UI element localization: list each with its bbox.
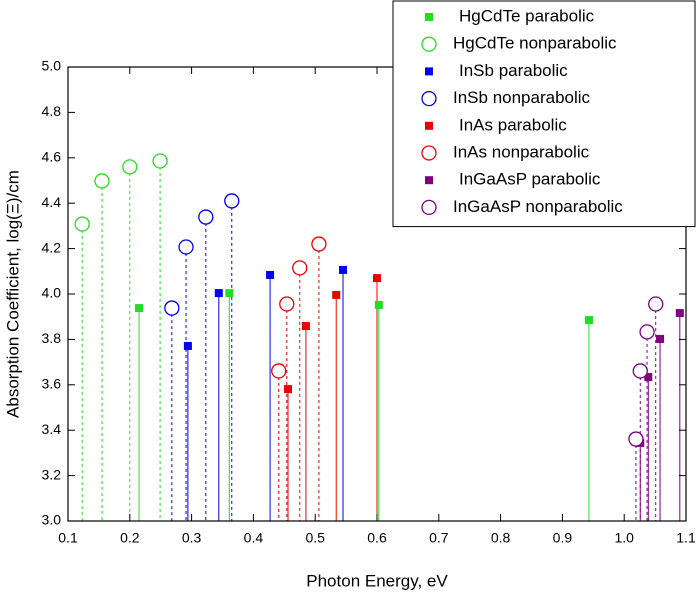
y-tick-label: 3.6 [42, 376, 62, 392]
point [214, 289, 223, 298]
point [94, 173, 110, 189]
x-tick-label: 0.1 [58, 530, 78, 546]
legend-label: InAs nonparabolic [453, 142, 590, 161]
y-tick-label: 4.4 [42, 194, 62, 210]
point [271, 363, 287, 379]
legend-label: HgCdTe parabolic [459, 6, 595, 25]
point [122, 159, 138, 175]
point [311, 236, 327, 252]
legend-marker [421, 145, 437, 161]
legend-label: InAs parabolic [459, 115, 567, 134]
point [373, 274, 381, 283]
x-tick-label: 0.5 [305, 530, 325, 546]
point [675, 309, 684, 318]
legend-marker [425, 121, 433, 130]
legend-marker [425, 67, 433, 76]
point [198, 209, 214, 225]
y-tick-label: 3.0 [42, 512, 62, 528]
point [178, 239, 194, 255]
legend-label: InGaAsP parabolic [459, 170, 601, 189]
point [164, 300, 180, 316]
x-tick-label: 0.8 [491, 530, 511, 546]
x-tick-label: 1.0 [614, 530, 634, 546]
point [584, 316, 593, 325]
point [74, 216, 90, 232]
legend-label: InGaAsP nonparabolic [453, 197, 623, 216]
legend-label: InSb nonparabolic [453, 88, 591, 107]
y-tick-label: 3.4 [42, 421, 62, 437]
point [644, 373, 653, 382]
x-tick-label: 0.9 [553, 530, 573, 546]
point [224, 193, 240, 209]
point [135, 304, 144, 313]
legend-marker [421, 90, 437, 107]
point [292, 260, 308, 276]
y-axis-title: Absorption Coefficient, log(Ξ)/cm [3, 170, 22, 418]
point [152, 153, 168, 169]
point [648, 296, 664, 312]
point [266, 270, 275, 279]
point [332, 290, 341, 299]
y-tick-label: 4.0 [42, 285, 62, 301]
point [225, 289, 234, 298]
x-tick-label: 1.1 [676, 530, 696, 546]
y-tick-label: 5.0 [42, 58, 62, 74]
point [301, 322, 310, 331]
legend-marker [425, 13, 433, 21]
legend-label: HgCdTe nonparabolic [453, 34, 617, 53]
x-tick-label: 0.7 [429, 530, 449, 546]
point [628, 431, 644, 447]
point [374, 300, 383, 309]
x-tick-label: 0.6 [367, 530, 387, 546]
y-tick-label: 4.8 [42, 103, 62, 119]
y-tick-label: 3.8 [42, 330, 62, 346]
legend-box [392, 0, 696, 228]
x-tick-label: 0.3 [182, 530, 202, 546]
point [632, 363, 648, 379]
legend-marker [425, 176, 433, 185]
x-axis-title: Photon Energy, eV [306, 571, 448, 590]
legend-label: InSb parabolic [459, 61, 568, 80]
point [279, 296, 295, 312]
y-tick-label: 4.6 [42, 149, 62, 165]
point [639, 324, 655, 340]
y-tick-label: 4.2 [42, 239, 62, 255]
point [656, 334, 665, 343]
x-tick-label: 0.4 [244, 530, 264, 546]
point [183, 341, 192, 350]
legend-marker [421, 199, 437, 216]
y-tick-label: 3.2 [42, 466, 62, 482]
x-tick-label: 0.2 [120, 530, 140, 546]
point [339, 265, 348, 274]
point [284, 385, 293, 394]
legend-marker [421, 36, 437, 52]
